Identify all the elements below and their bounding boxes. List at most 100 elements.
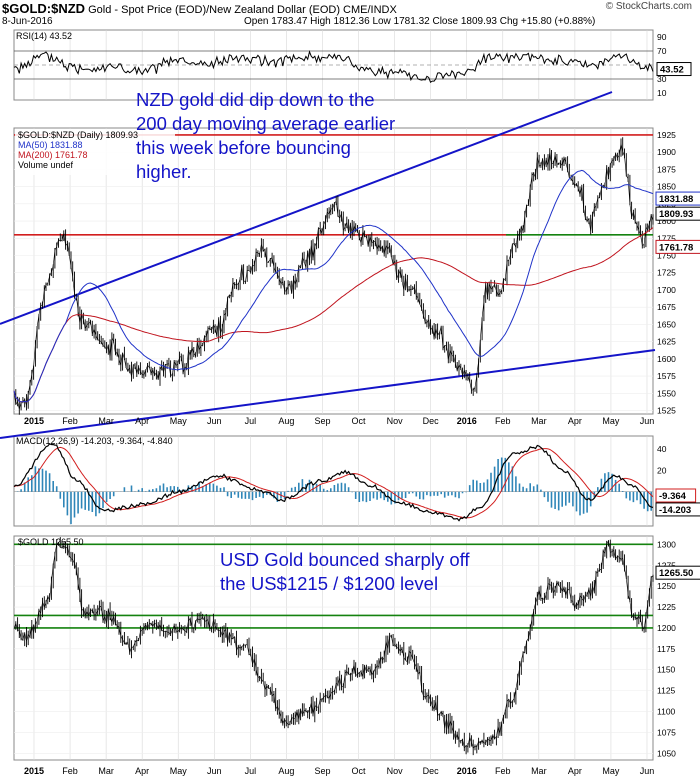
usd-x-tick-label: May: [602, 766, 620, 776]
macd-label: MACD(12,26,9) -14.203, -9.364, -4.840: [16, 436, 173, 446]
nzd-tick-label: 1775: [657, 233, 676, 243]
usd-x-tick-label: Mar: [98, 766, 114, 776]
tag-usd-price-box: [655, 565, 700, 580]
nzd-x-tick-label: May: [170, 416, 188, 426]
ma200-line: [13, 227, 654, 403]
nzd-tick-label: 1875: [657, 164, 676, 174]
description-label: Gold - Spot Price (EOD)/New Zealand Doll…: [88, 4, 340, 16]
ohlc-label: Open 1783.47 High 1812.36 Low 1781.32 Cl…: [244, 16, 596, 27]
usd-tick-label: 1150: [657, 665, 676, 675]
header-title-line: $GOLD:$NZD Gold - Spot Price (EOD)/New Z…: [2, 1, 397, 16]
nzd-tick-label: 1525: [657, 406, 676, 416]
usd-x-tick-label: May: [170, 766, 188, 776]
usd-x-tick-label: Dec: [423, 766, 440, 776]
nzd-x-tick-label: Apr: [568, 416, 582, 426]
macd-tick-label: 20: [657, 465, 667, 475]
usd-tick-label: 1075: [657, 727, 676, 737]
usd-panel-frame: [13, 535, 654, 761]
chart-header: $GOLD:$NZD Gold - Spot Price (EOD)/New Z…: [0, 0, 700, 30]
nzd-x-tick-label: Aug: [278, 416, 294, 426]
tag-price: 1809.93: [659, 209, 693, 220]
usd-tick-label: 1275: [657, 560, 676, 570]
nzd-x-tick-label: Dec: [423, 416, 440, 426]
usd-annotation-line: USD Gold bounced sharply off: [220, 549, 470, 570]
ma50-line: [13, 169, 654, 403]
usd-tick-label: 1100: [657, 707, 676, 717]
symbol-label: $GOLD:$NZD: [2, 1, 86, 16]
nzd-x-tick-label: Nov: [387, 416, 404, 426]
usd-legend: $GOLD 1265.50: [18, 537, 84, 547]
nzd-annotation-line: 200 day moving average earlier: [136, 113, 395, 134]
legend-price: $GOLD:$NZD (Daily) 1809.93: [18, 130, 138, 140]
tag-macd-signal: -9.364: [659, 491, 687, 502]
rsi-tick-label: 70: [657, 46, 667, 56]
watermark: © StockCharts.com: [605, 1, 692, 12]
usd-price-line: [13, 540, 654, 749]
usd-tick-label: 1225: [657, 602, 676, 612]
nzd-tick-label: 1850: [657, 182, 676, 192]
legend-ma200: MA(200) 1761.78: [18, 150, 88, 160]
rsi-tick-label: 30: [657, 74, 667, 84]
tag-usd-price: 1265.50: [659, 568, 693, 579]
usd-tick-label: 1050: [657, 748, 676, 758]
tag-price-box: [655, 206, 700, 221]
usd-x-tick-label: Apr: [568, 766, 582, 776]
nzd-x-tick-label: Feb: [495, 416, 511, 426]
nzd-tick-label: 1625: [657, 337, 676, 347]
nzd-tick-label: 1575: [657, 371, 676, 381]
nzd-tick-label: 1725: [657, 268, 676, 278]
usd-x-tick-label: Jun: [640, 766, 655, 776]
nzd-x-tick-label: Apr: [135, 416, 149, 426]
macd-panel-frame: [13, 435, 654, 527]
legend-volume: Volume undef: [18, 160, 74, 170]
usd-x-tick-label: Jul: [245, 766, 257, 776]
nzd-tick-label: 1800: [657, 216, 676, 226]
tag-macd: -14.203: [659, 505, 691, 516]
nzd-tick-label: 1550: [657, 388, 676, 398]
macd-histogram: [16, 457, 652, 525]
nzd-legend-bg: [15, 129, 175, 175]
usd-x-tick-label: Oct: [352, 766, 367, 776]
usd-x-tick-label: Nov: [387, 766, 404, 776]
nzd-x-tick-label: Jul: [245, 416, 257, 426]
macd-line: [13, 443, 654, 522]
nzd-price-line: [13, 143, 654, 410]
usd-x-tick-label: 2015: [24, 766, 44, 776]
nzd-x-tick-label: Mar: [98, 416, 114, 426]
usd-x-tick-label: Jun: [207, 766, 222, 776]
macd-tick-label: 40: [657, 444, 667, 454]
usd-x-tick-label: Mar: [531, 766, 547, 776]
nzd-tick-label: 1900: [657, 147, 676, 157]
rsi-line: [13, 50, 654, 83]
date-label: 8-Jun-2016: [2, 16, 53, 27]
usd-tick-label: 1300: [657, 539, 676, 549]
nzd-annotation-line: this week before bouncing: [136, 137, 351, 158]
nzd-x-tick-label: Sep: [314, 416, 330, 426]
usd-x-tick-label: 2016: [457, 766, 477, 776]
tag-macd-box: [655, 502, 700, 517]
nzd-tick-label: 1750: [657, 250, 676, 260]
usd-tick-label: 1200: [657, 623, 676, 633]
nzd-tick-label: 1700: [657, 285, 676, 295]
nzd-x-tick-label: 2015: [24, 416, 44, 426]
usd-x-tick-label: Feb: [495, 766, 511, 776]
tag-ma50-box: [655, 191, 700, 206]
rsi-tick-label: 90: [657, 32, 667, 42]
usd-x-tick-label: Aug: [278, 766, 294, 776]
nzd-x-tick-label: Feb: [62, 416, 78, 426]
nzd-tick-label: 1675: [657, 302, 676, 312]
nzd-annotation-line: higher.: [136, 161, 192, 182]
rsi-value-tag: 43.52: [660, 65, 684, 76]
nzd-x-tick-label: May: [602, 416, 620, 426]
usd-tick-label: 1125: [657, 686, 676, 696]
exchange-label: CME/INDX: [343, 4, 397, 16]
rsi-label: RSI(14) 43.52: [16, 31, 72, 41]
upper-trendline: [0, 91, 613, 325]
usd-x-tick-label: Apr: [135, 766, 149, 776]
usd-x-tick-label: Sep: [314, 766, 330, 776]
nzd-tick-label: 1600: [657, 354, 676, 364]
tag-macd-signal-box: [655, 488, 697, 503]
usd-annotation-line: the US$1215 / $1200 level: [220, 573, 438, 594]
nzd-tick-label: 1925: [657, 130, 676, 140]
